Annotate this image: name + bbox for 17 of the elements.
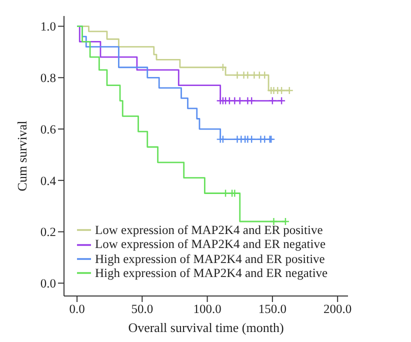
x-tick-label: 50.0 (131, 302, 154, 316)
y-tick-label: 0.2 (40, 225, 56, 240)
y-tick-label: 0.4 (40, 174, 57, 188)
y-tick-label: 1.0 (40, 20, 56, 34)
y-tick-label: 0.0 (40, 276, 56, 291)
x-tick-label: 0.0 (69, 302, 85, 316)
legend-label: High expression of MAP2K4 and ER positive (95, 252, 325, 266)
x-tick-label: 200.0 (324, 302, 352, 316)
y-axis-title: Cum survival (14, 120, 30, 192)
legend-label: Low expression of MAP2K4 and ER positive (95, 223, 323, 237)
y-tick-label: 0.8 (40, 71, 56, 86)
x-axis-title: Overall survival time (month) (128, 320, 284, 335)
y-tick-label: 0.6 (40, 122, 56, 136)
legend-label: High expression of MAP2K4 and ER negative (95, 266, 328, 280)
x-tick-label: 100.0 (193, 302, 222, 316)
x-tick-label: 150.0 (258, 302, 287, 316)
legend-label: Low expression of MAP2K4 and ER negative (95, 237, 326, 252)
